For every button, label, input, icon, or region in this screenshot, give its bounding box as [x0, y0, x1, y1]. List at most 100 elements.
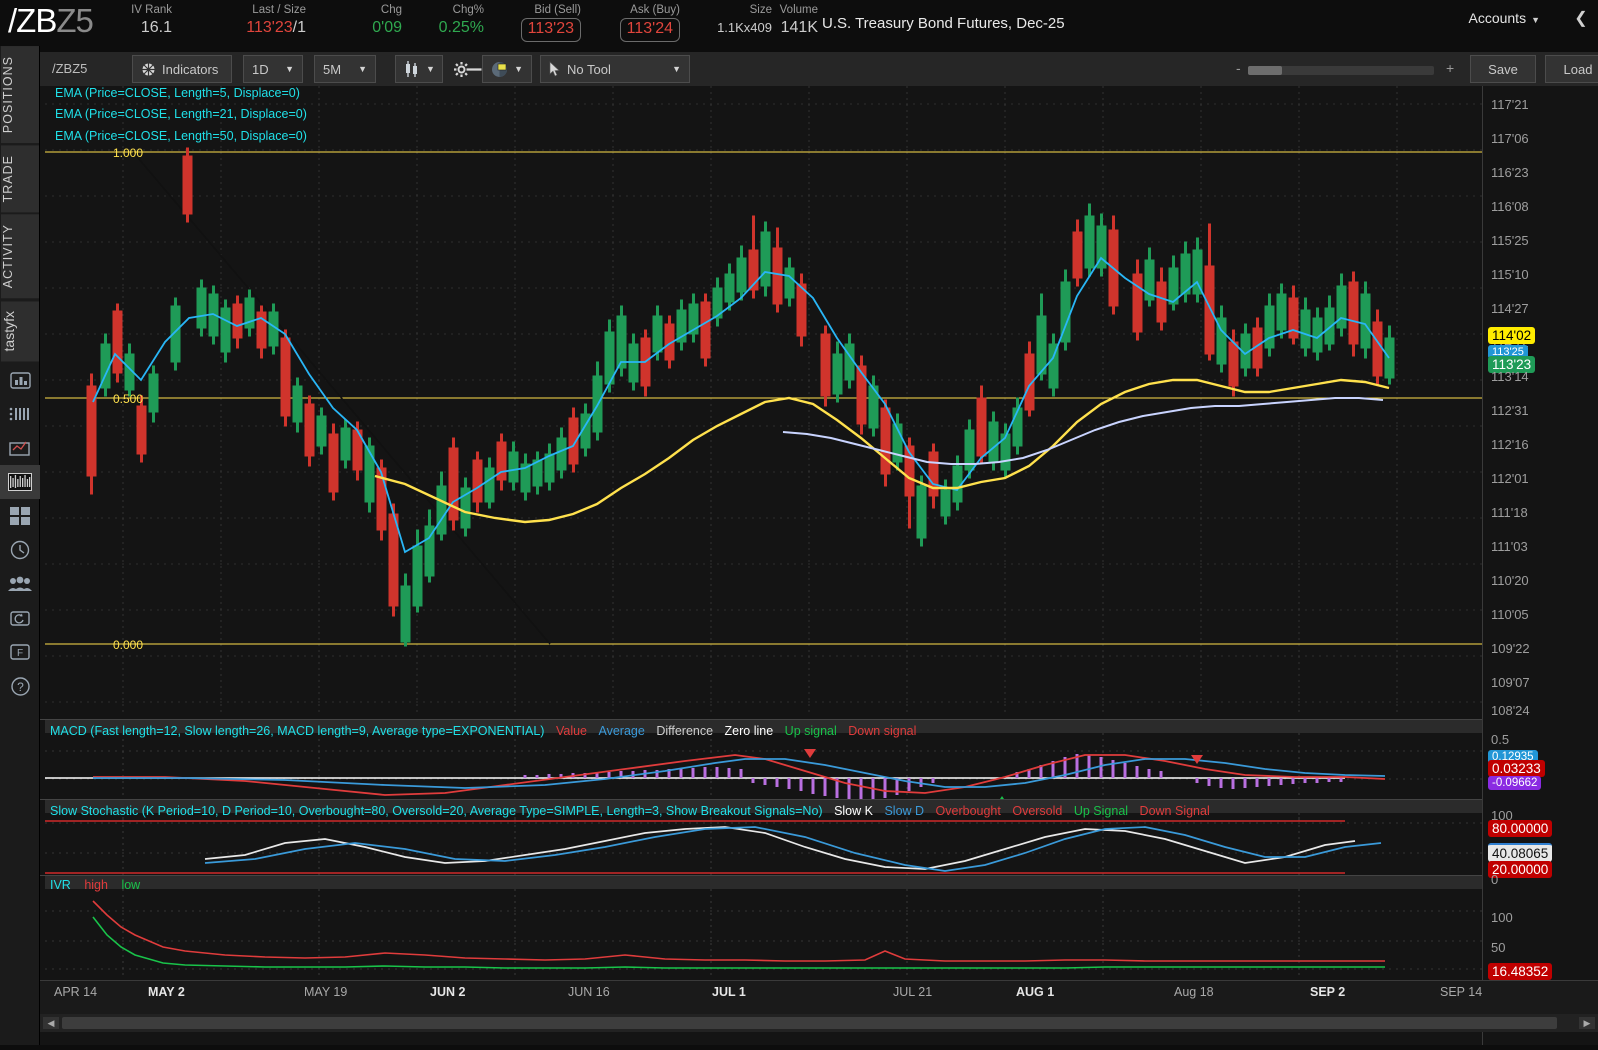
study-label-ema5[interactable]: EMA (Price=CLOSE, Length=5, Displace=0) [55, 86, 300, 100]
clock-icon[interactable] [0, 533, 40, 567]
date-tick: JUN 2 [430, 985, 466, 999]
price-tick: 111'18 [1491, 505, 1528, 520]
zoom-slider-thumb[interactable] [1248, 66, 1282, 75]
interval-dropdown[interactable]: 5M ▼ [314, 55, 376, 83]
sidebar-item-label: POSITIONS [1, 56, 15, 134]
help-icon[interactable]: ? [0, 669, 40, 703]
quote-field-volume: Volume 141K [762, 3, 818, 38]
date-tick: JUL 21 [893, 985, 933, 999]
quote-value: 0.25% [438, 19, 484, 36]
sidebar-item-tastyfx[interactable]: tastyfx [1, 300, 39, 362]
date-axis[interactable]: APR 14 MAY 2 MAY 19 JUN 2 JUN 16 JUL 1 J… [40, 980, 1598, 1014]
price-tick: 115'10 [1491, 267, 1529, 282]
quote-field-size: Size 1.1Kx409 [694, 3, 772, 38]
price-plot[interactable]: 1.000 0.500 0.000 EMA (Price=CLOSE, Leng… [45, 86, 1598, 1045]
macd-title: MACD (Fast length=12, Slow length=26, MA… [50, 724, 545, 738]
chart-type-dropdown[interactable]: ▼ [395, 55, 443, 83]
watchlist-icon[interactable] [0, 363, 40, 397]
price-tick: 112'16 [1491, 437, 1529, 452]
sidebar-item-activity[interactable]: ACTIVITY [1, 214, 39, 299]
date-tick: Aug 18 [1174, 985, 1214, 999]
studies-icon [492, 61, 507, 77]
panel-divider-1[interactable] [40, 719, 1598, 720]
price-axis[interactable]: 117'21 117'06 116'23 116'08 115'25 115'1… [1482, 86, 1598, 1045]
panel-divider-3[interactable] [40, 875, 1598, 876]
chart-container[interactable]: 1.000 0.500 0.000 EMA (Price=CLOSE, Leng… [40, 86, 1598, 1045]
sidebar-item-label: tastyfx [1, 310, 17, 352]
horizontal-scrollbar[interactable]: ◀ ▶ [40, 1014, 1598, 1032]
sidebar-item-trade[interactable]: TRADE [1, 145, 39, 213]
quote-label: Last / Size [252, 4, 306, 16]
stoch-legend-slow-d: Slow D [884, 804, 925, 818]
quote-label: IV Rank [131, 4, 172, 16]
ema-price-badge: 114'02 [1488, 327, 1536, 344]
panel-divider-2[interactable] [40, 799, 1598, 800]
tiles-icon[interactable] [0, 499, 40, 533]
macd-legend-zero-line: Zero line [724, 724, 774, 738]
ivr-legend[interactable]: IVR high low [50, 878, 140, 892]
load-button[interactable]: Load [1545, 55, 1598, 83]
chart-grid-icon[interactable] [0, 465, 40, 500]
date-tick: SEP 2 [1310, 985, 1346, 999]
price-tick: 116'23 [1491, 165, 1529, 180]
quote-field-last-size: Last / Size 113'23/1 [206, 3, 306, 38]
quote-field-chg-pct: Chg% 0.25% [420, 3, 484, 38]
study-label-ema50[interactable]: EMA (Price=CLOSE, Length=50, Displace=0) [55, 129, 307, 143]
people-icon[interactable] [0, 567, 40, 601]
date-tick: AUG 1 [1016, 985, 1055, 999]
tool-label: No Tool [567, 61, 611, 77]
macd-legend-average: Average [598, 724, 645, 738]
oversold-badge: 20.00000 [1488, 861, 1553, 878]
accounts-menu[interactable]: Accounts ▼ [1468, 10, 1540, 26]
fib-label-0500: 0.500 [113, 392, 144, 406]
save-button[interactable]: Save [1470, 55, 1536, 83]
ivr-low-line [92, 916, 1385, 969]
list-icon[interactable] [0, 397, 40, 431]
collapse-panel-icon[interactable]: ❮ [1574, 10, 1588, 27]
indicators-label: Indicators [162, 61, 219, 77]
quote-value: 0'09 [372, 19, 402, 36]
ivr-value-badge: 16.48352 [1488, 963, 1553, 980]
zoom-out-button[interactable]: - [1236, 60, 1241, 76]
chevron-down-icon: ▼ [514, 64, 523, 74]
indicators-button[interactable]: Indicators [132, 55, 232, 83]
gear-icon [453, 61, 481, 77]
stoch-legend-overbought: Overbought [935, 804, 1001, 818]
scroll-right-arrow-icon[interactable]: ▶ [1579, 1017, 1595, 1029]
stoch-legend-oversold: Oversold [1012, 804, 1063, 818]
studies-dropdown[interactable]: ▼ [482, 55, 532, 83]
chart-settings-button[interactable] [448, 55, 481, 83]
price-tick: 117'21 [1491, 97, 1529, 112]
stoch-panel-band [45, 800, 1598, 813]
study-label-ema21[interactable]: EMA (Price=CLOSE, Length=21, Displace=0) [55, 107, 307, 121]
macd-axis-tick: 0.5 [1491, 732, 1510, 747]
interval-value: 5M [323, 61, 342, 77]
macd-legend[interactable]: MACD (Fast length=12, Slow length=26, MA… [50, 724, 916, 738]
bid-button[interactable]: 113'23 [520, 18, 581, 42]
drawing-tool-dropdown[interactable]: No Tool ▼ [540, 55, 690, 83]
zoom-slider[interactable] [1248, 66, 1434, 75]
ask-button[interactable]: 113'24 [619, 18, 680, 42]
quote-field-bid[interactable]: Bid (Sell) 113'23 [497, 3, 581, 42]
quote-field-ask[interactable]: Ask (Buy) 113'24 [596, 3, 680, 42]
history-icon[interactable] [0, 601, 40, 635]
fib-label-0000: 0.000 [113, 638, 144, 652]
macd-legend-up-signal: Up signal [784, 724, 837, 738]
scroll-left-arrow-icon[interactable]: ◀ [43, 1017, 59, 1029]
macd-legend-difference: Difference [656, 724, 714, 738]
stoch-axis-tick-100: 100 [1491, 808, 1513, 823]
scrollbar-thumb[interactable] [62, 1017, 1557, 1029]
sidebar-item-positions[interactable]: POSITIONS [1, 46, 39, 144]
left-rail: POSITIONS TRADE ACTIVITY tastyfx F ? [0, 46, 40, 1045]
stochastic-legend[interactable]: Slow Stochastic (K Period=10, D Period=1… [50, 804, 1210, 818]
aggregation-dropdown[interactable]: 1D ▼ [243, 55, 303, 83]
notes-icon[interactable]: F [0, 635, 40, 669]
aggregation-value: 1D [252, 61, 269, 77]
price-tick: 111'03 [1491, 539, 1528, 554]
stoch-legend-down-signal: Down Signal [1139, 804, 1210, 818]
zoom-in-button[interactable]: + [1446, 60, 1455, 76]
price-tick: 117'06 [1491, 131, 1529, 146]
quote-panel-icon[interactable] [0, 431, 40, 465]
quote-field-chg: Chg 0'09 [340, 3, 402, 38]
price-tick: 113'14 [1491, 369, 1529, 384]
